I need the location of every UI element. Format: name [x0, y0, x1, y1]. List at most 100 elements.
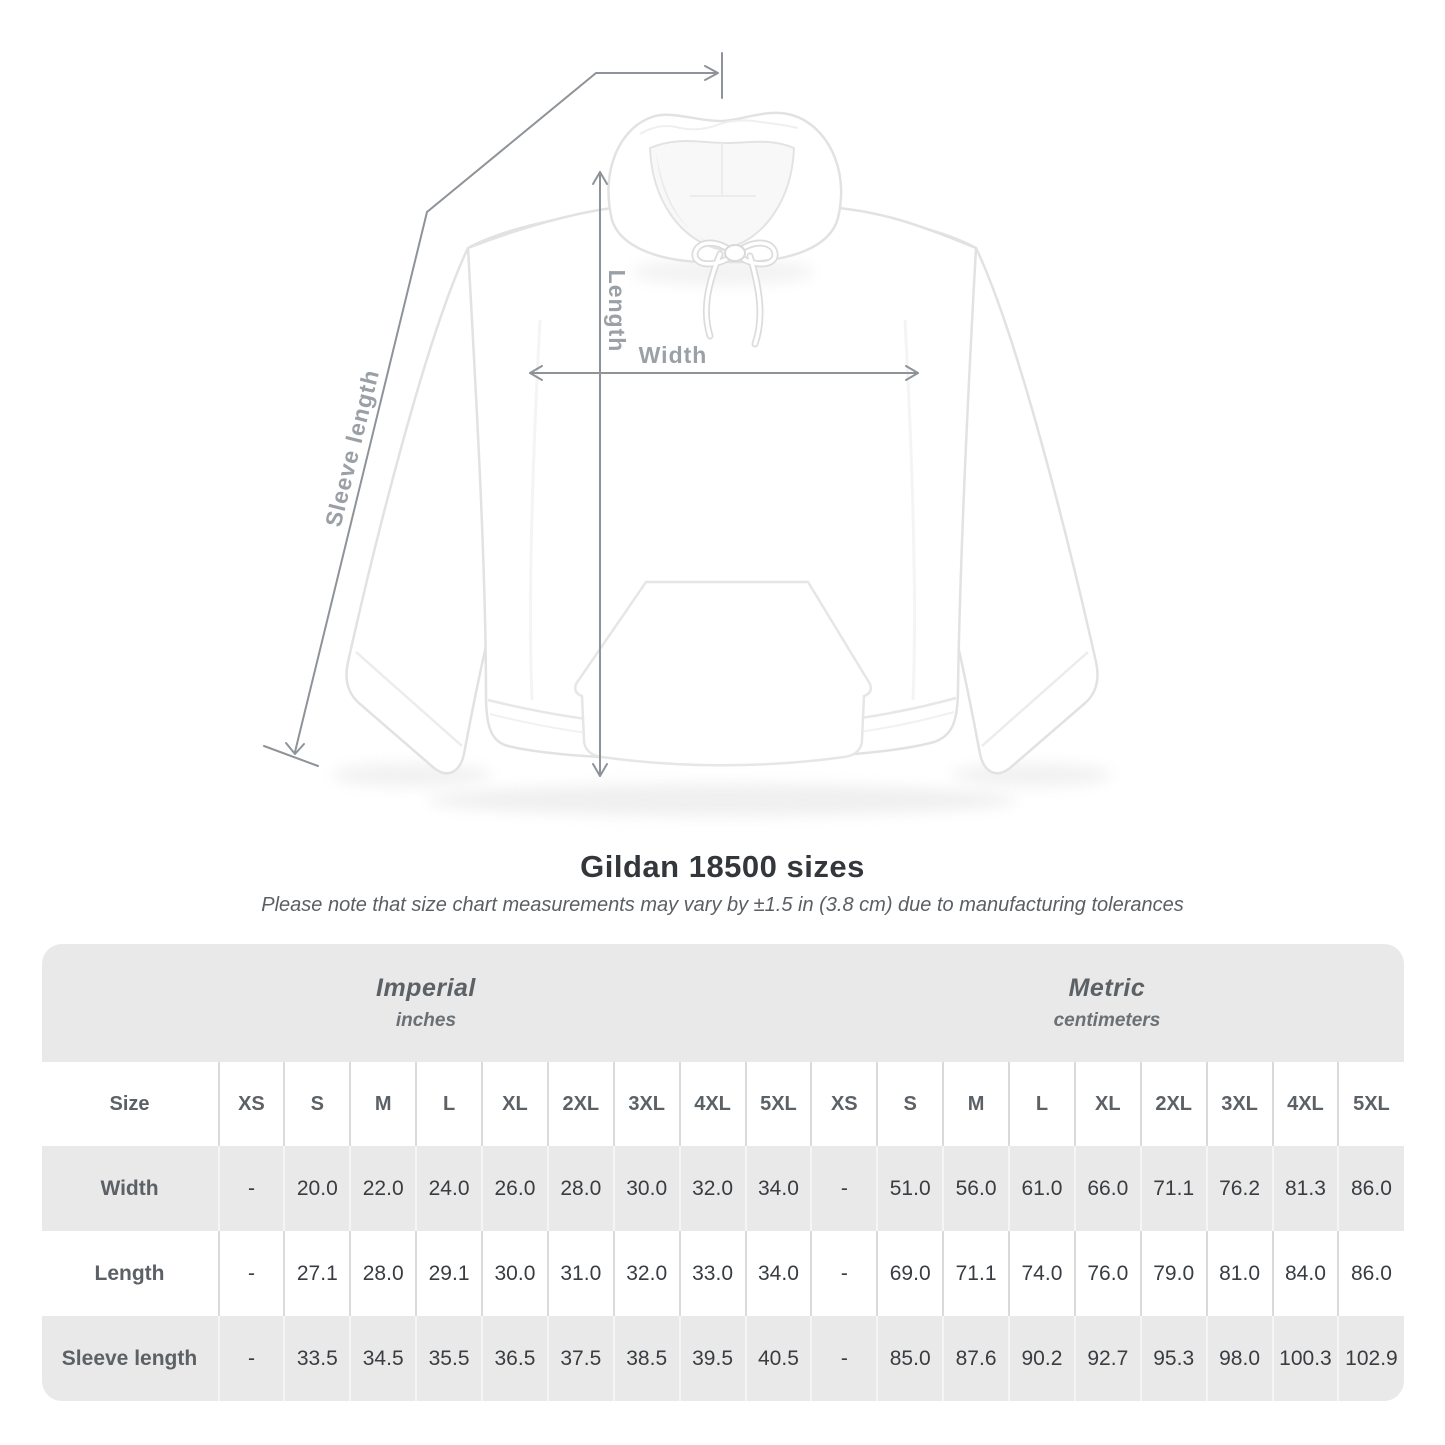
size-header-cell: 4XL — [1271, 1062, 1338, 1146]
table-cell: 51.0 — [876, 1146, 943, 1231]
size-header-cell: 5XL — [1337, 1062, 1404, 1146]
table-cell: 20.0 — [283, 1146, 350, 1231]
sleeve-length-row: Sleeve length - 33.5 34.5 35.5 36.5 37.5… — [41, 1316, 1404, 1401]
size-header-cell: L — [1008, 1062, 1074, 1146]
table-cell: - — [217, 1231, 284, 1316]
size-header-cell: L — [415, 1062, 481, 1146]
imperial-group-unit: inches — [395, 1010, 457, 1031]
imperial-group-name: Imperial — [376, 974, 476, 1002]
table-cell: - — [810, 1316, 877, 1401]
table-cell: 37.5 — [546, 1316, 613, 1401]
table-cell: 76.2 — [1205, 1146, 1272, 1231]
length-arrow-top — [592, 171, 608, 185]
hoodie-figure: Length Width Sleeve length — [263, 52, 1112, 816]
length-row: Length - 27.1 28.0 29.1 30.0 31.0 32.0 3… — [41, 1231, 1404, 1316]
size-table: Imperial inches Metric centimeters Size … — [41, 944, 1404, 1401]
left-cuff-seam — [355, 651, 463, 747]
size-header-cell: XL — [1073, 1062, 1140, 1146]
hood-inner-shadow — [656, 152, 718, 246]
table-cell: - — [810, 1146, 877, 1231]
table-cell: 28.0 — [546, 1146, 613, 1231]
table-cell: 29.1 — [415, 1231, 481, 1316]
table-cell: 39.5 — [678, 1316, 745, 1401]
sleeve-length-measure-label: Sleeve length — [320, 367, 384, 530]
size-header-cell: S — [876, 1062, 943, 1146]
table-cell: 31.0 — [546, 1231, 613, 1316]
table-cell: 84.0 — [1271, 1231, 1338, 1316]
table-cell: 90.2 — [1008, 1316, 1074, 1401]
table-cell: 26.0 — [481, 1146, 547, 1231]
size-header-cell: M — [349, 1062, 416, 1146]
table-cell: 69.0 — [876, 1231, 943, 1316]
hoodie-body — [466, 204, 978, 762]
table-cell: 86.0 — [1337, 1146, 1404, 1231]
size-header-cell: XS — [217, 1062, 284, 1146]
table-cell: 35.5 — [415, 1316, 481, 1401]
measurement-lines — [263, 52, 919, 777]
size-header-cell: 3XL — [612, 1062, 679, 1146]
table-cell: 32.0 — [612, 1231, 679, 1316]
size-header-cell: S — [283, 1062, 350, 1146]
table-cell: 85.0 — [876, 1316, 943, 1401]
drawstring-knot — [724, 244, 746, 262]
table-cell: 66.0 — [1073, 1146, 1140, 1231]
hoodie-pocket — [574, 580, 872, 767]
table-cell: 36.5 — [481, 1316, 547, 1401]
table-cell: 40.5 — [744, 1316, 811, 1401]
size-header-cell: XL — [481, 1062, 547, 1146]
width-measure-label: Width — [639, 342, 708, 368]
table-cell: 27.1 — [283, 1231, 350, 1316]
table-cell: 30.0 — [612, 1146, 679, 1231]
table-cell: 28.0 — [349, 1231, 416, 1316]
width-arrow-right — [905, 365, 919, 381]
table-cell: 34.5 — [349, 1316, 416, 1401]
table-cell: 81.3 — [1271, 1146, 1338, 1231]
size-header-cell: M — [942, 1062, 1008, 1146]
row-label: Width — [41, 1146, 218, 1231]
hoodie-drawstrings — [691, 239, 779, 348]
length-measure-label: Length — [604, 270, 630, 353]
hoodie-diagram: Length Width Sleeve length — [263, 52, 1112, 816]
table-cell: 95.3 — [1139, 1316, 1206, 1401]
table-cell: 102.9 — [1337, 1316, 1404, 1401]
hood-ruffle — [639, 119, 799, 135]
table-cell: - — [217, 1146, 284, 1231]
sleeve-length-line — [294, 72, 718, 753]
size-header-cell: 3XL — [1205, 1062, 1272, 1146]
table-cell: 100.3 — [1271, 1316, 1338, 1401]
width-row: Width - 20.0 22.0 24.0 26.0 28.0 30.0 32… — [41, 1146, 1404, 1231]
metric-group-header: Metric centimeters — [810, 944, 1404, 1062]
table-cell: 98.0 — [1205, 1316, 1272, 1401]
size-header-cell: 2XL — [546, 1062, 613, 1146]
metric-group-unit: centimeters — [1053, 1010, 1161, 1031]
sleeve-arrow-top — [704, 65, 719, 81]
table-cell: 79.0 — [1139, 1231, 1206, 1316]
table-cell: 22.0 — [349, 1146, 416, 1231]
right-cuff-seam — [981, 651, 1089, 747]
table-cell: 33.0 — [678, 1231, 745, 1316]
table-cell: 87.6 — [942, 1316, 1008, 1401]
table-cell: 81.0 — [1205, 1231, 1272, 1316]
width-arrow-left — [529, 365, 543, 381]
table-cell: 86.0 — [1337, 1231, 1404, 1316]
unit-group-row: Imperial inches Metric centimeters — [41, 944, 1404, 1062]
size-header-row: Size XS S M L XL 2XL 3XL 4XL 5XL XS S M … — [41, 1062, 1404, 1146]
page-title: Gildan 18500 sizes — [580, 849, 865, 884]
table-cell: 33.5 — [283, 1316, 350, 1401]
table-cell: 30.0 — [481, 1231, 547, 1316]
table-cell: 24.0 — [415, 1146, 481, 1231]
page-subtitle: Please note that size chart measurements… — [261, 894, 1184, 916]
table-cell: 32.0 — [678, 1146, 745, 1231]
length-arrow-bottom — [592, 763, 608, 777]
sleeve-arrow-bottom — [285, 742, 305, 755]
imperial-group-header: Imperial inches — [41, 944, 811, 1062]
size-header-cell: 4XL — [678, 1062, 745, 1146]
size-column-header: Size — [41, 1062, 218, 1146]
table-cell: - — [810, 1231, 877, 1316]
cuff-tick — [263, 745, 319, 767]
table-cell: 34.0 — [744, 1146, 811, 1231]
table-cell: 71.1 — [1139, 1146, 1206, 1231]
row-label: Length — [41, 1231, 218, 1316]
body-fold-left — [528, 319, 542, 701]
